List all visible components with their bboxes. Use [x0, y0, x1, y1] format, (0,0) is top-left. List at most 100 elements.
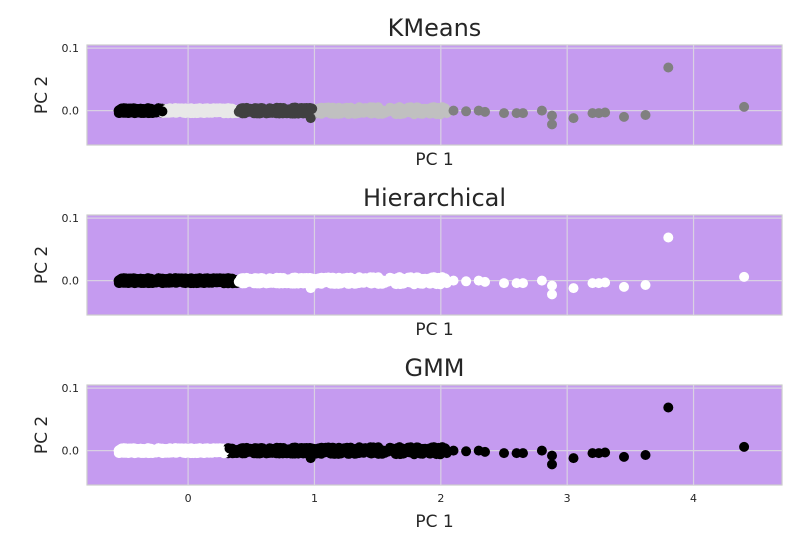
plot-area — [86, 44, 783, 146]
scatter-point — [202, 443, 213, 454]
scatter-point — [536, 445, 547, 456]
scatter-point — [547, 119, 557, 130]
scatter-point — [150, 446, 161, 457]
scatter-point — [461, 106, 472, 117]
scatter-point — [480, 106, 490, 117]
scatter-point — [600, 107, 611, 118]
scatter-point — [419, 105, 430, 116]
chart-title: KMeans — [388, 14, 482, 42]
scatter-point — [619, 111, 629, 122]
scatter-point — [179, 444, 190, 455]
scatter-point — [739, 101, 750, 112]
scatter-point — [600, 447, 611, 458]
plot-area — [86, 214, 783, 316]
scatter-point — [157, 446, 168, 457]
scatter-point — [392, 103, 403, 114]
y-tick-label: 0.0 — [62, 445, 80, 458]
scatter-point — [233, 106, 244, 117]
scatter-point — [363, 106, 374, 117]
scatter-point — [262, 445, 272, 456]
scatter-point — [392, 443, 403, 454]
scatter-point — [432, 443, 443, 454]
scatter-point — [307, 273, 318, 284]
scatter-point — [518, 108, 528, 119]
scatter-point — [123, 445, 134, 456]
scatter-point — [383, 446, 394, 457]
scatter-point — [135, 443, 146, 454]
scatter-point — [252, 106, 263, 117]
scatter-point — [404, 273, 414, 284]
scatter-point — [262, 105, 272, 116]
scatter-point — [568, 113, 579, 124]
scatter-point — [392, 273, 403, 284]
scatter-point — [568, 453, 579, 464]
scatter-point — [547, 110, 557, 121]
scatter-point — [275, 444, 285, 455]
scatter-point — [354, 108, 365, 118]
y-axis-label: PC 2 — [32, 246, 52, 284]
scatter-point — [411, 272, 422, 283]
scatter-point — [419, 275, 430, 286]
chart-title: GMM — [404, 354, 464, 382]
scatter-point — [640, 110, 651, 120]
x-tick-label: 2 — [437, 492, 444, 505]
y-axis-label: PC 2 — [32, 416, 52, 454]
scatter-point — [157, 106, 168, 117]
scatter-point — [224, 103, 235, 114]
scatter-point — [536, 275, 547, 286]
scatter-point — [150, 276, 161, 287]
scatter-point — [275, 274, 285, 285]
y-tick-label: 0.1 — [62, 212, 80, 225]
x-tick-label: 1 — [311, 492, 318, 505]
scatter-point — [404, 103, 414, 114]
y-tick-label: 0.1 — [62, 42, 80, 55]
panel-1: KMeans 0.0 0.1 PC 1 PC 2 — [32, 14, 783, 170]
panel-3: GMM 0.0 0.1 0 1 2 3 4 PC 1 PC 2 — [32, 354, 783, 532]
scatter-point — [547, 459, 557, 470]
scatter-point — [305, 283, 316, 294]
scatter-point — [432, 273, 443, 284]
scatter-point — [179, 104, 190, 115]
scatter-point — [283, 107, 294, 118]
scatter-point — [461, 276, 472, 287]
scatter-point — [150, 106, 161, 117]
scatter-point — [448, 445, 459, 456]
scatter-point — [115, 106, 126, 117]
scatter-point — [179, 274, 190, 285]
scatter-point — [547, 289, 557, 300]
y-axis-label: PC 2 — [32, 76, 52, 114]
scatter-point — [373, 445, 384, 456]
scatter-point — [518, 448, 528, 459]
scatter-point — [373, 275, 384, 286]
scatter-point — [262, 275, 272, 286]
scatter-point — [354, 448, 365, 458]
scatter-point — [283, 277, 294, 288]
scatter-point — [568, 283, 579, 294]
scatter-point — [202, 103, 213, 114]
scatter-point — [373, 105, 384, 116]
scatter-point — [499, 108, 509, 119]
scatter-points — [113, 62, 750, 130]
scatter-point — [640, 280, 651, 290]
y-tick-label: 0.0 — [62, 275, 80, 288]
scatter-point — [343, 448, 354, 459]
scatter-point — [252, 446, 263, 457]
scatter-point — [419, 445, 430, 456]
scatter-point — [305, 113, 316, 124]
scatter-point — [663, 62, 674, 73]
scatter-point — [432, 103, 443, 114]
scatter-point — [224, 443, 235, 454]
scatter-point — [233, 446, 244, 457]
scatter-point — [619, 281, 629, 292]
scatter-point — [296, 103, 307, 113]
x-axis-label: PC 1 — [415, 150, 453, 170]
scatter-point — [383, 106, 394, 117]
scatter-point — [334, 447, 345, 458]
chart-title: Hierarchical — [363, 184, 506, 212]
scatter-point — [499, 278, 509, 289]
scatter-point — [518, 278, 528, 289]
scatter-point — [480, 446, 490, 457]
y-tick-label: 0.0 — [62, 105, 80, 118]
scatter-point — [307, 103, 318, 114]
scatter-point — [363, 276, 374, 287]
